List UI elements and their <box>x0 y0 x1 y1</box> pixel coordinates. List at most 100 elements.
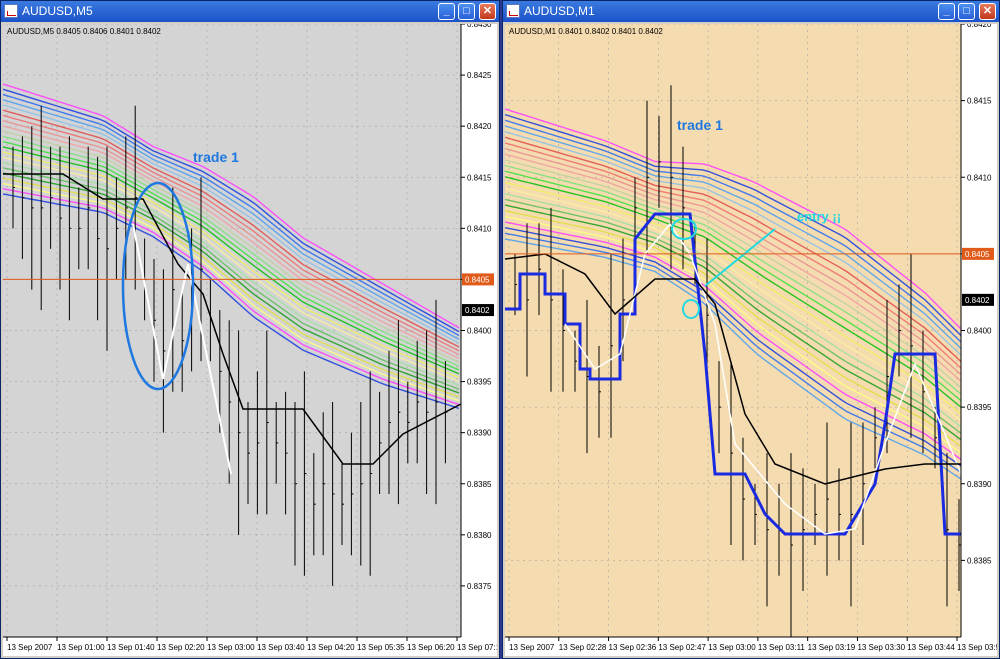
y-tick-label: 0.8420 <box>967 24 992 29</box>
ma-ribbon-line <box>505 113 962 337</box>
chart-window-m1[interactable]: AUDUSD,M1 _ □ ✕ 0.8420 0.8415 0.8410 0.8405… <box>502 0 1000 659</box>
ma-ribbon-line <box>3 83 460 329</box>
entry-annotation: entry ¡¡ <box>797 209 841 224</box>
ma-ribbon-line <box>505 198 962 434</box>
bid-tag-label: 0.8402 <box>465 306 490 315</box>
chart-app-icon <box>4 4 18 18</box>
x-tick-label: 13 Sep 02:28 <box>559 643 607 652</box>
x-tick-label: 13 Sep 03:30 <box>857 643 905 652</box>
x-tick-label: 13 Sep 2007 <box>509 643 555 652</box>
x-tick-label: 13 Sep 01:00 <box>57 643 105 652</box>
ma-ribbon-line <box>3 119 460 356</box>
y-tick-label: 0.8425 <box>467 71 492 80</box>
ma-ribbon-line <box>505 153 962 382</box>
x-tick-label: 13 Sep 07:1 <box>457 643 497 652</box>
trade-ellipse <box>121 181 195 391</box>
title-bar[interactable]: AUDUSD,M1 _ □ ✕ <box>503 1 999 22</box>
x-tick-label: 13 Sep 03:11 <box>758 643 806 652</box>
level-tag <box>962 247 994 260</box>
symbol-header: AUDUSD,M1 0.8401 0.8402 0.8401 0.8402 <box>509 27 663 36</box>
price-chart[interactable]: 0.8430 0.8425 0.8420 0.8415 0.8410 0.8405 0.84… <box>3 24 497 656</box>
x-tick-label: 13 Sep 03:5 <box>957 643 997 652</box>
minimize-button[interactable]: _ <box>438 3 455 20</box>
ma-ribbon-line <box>3 114 460 352</box>
ma-ribbon-line <box>505 176 962 408</box>
bid-tag <box>962 293 994 306</box>
y-tick-label: 0.8430 <box>467 24 492 29</box>
price-chart[interactable]: 0.8420 0.8415 0.8410 0.8405 0.8400 0.8395 0.83… <box>505 24 997 656</box>
x-tick-label: 13 Sep 03:44 <box>907 643 955 652</box>
x-tick-label: 13 Sep 06:20 <box>407 643 455 652</box>
ma-ribbon-line <box>3 135 460 367</box>
ma-ribbon-line <box>505 170 962 402</box>
ma-ribbon-line <box>505 210 962 447</box>
maximize-button[interactable]: □ <box>458 3 475 20</box>
ma-ribbon-line <box>3 104 460 344</box>
white-arrow-line <box>162 263 189 380</box>
blue-step-line <box>505 212 961 536</box>
x-tick-label: 13 Sep 01:40 <box>107 643 155 652</box>
y-tick-label: 0.8390 <box>467 429 492 438</box>
close-button[interactable]: ✕ <box>479 3 496 20</box>
level-tag-label: 0.8405 <box>465 275 490 284</box>
title-bar[interactable]: AUDUSD,M5 _ □ ✕ <box>1 1 499 22</box>
window-title: AUDUSD,M5 <box>22 4 93 18</box>
bid-tag <box>462 304 494 317</box>
ma-ribbon-line <box>3 140 460 371</box>
y-tick-label: 0.8385 <box>467 480 492 489</box>
ma-ribbon-line <box>505 159 962 389</box>
ma-ribbon-line <box>505 238 962 480</box>
level-tag <box>462 273 494 286</box>
maximize-button[interactable]: □ <box>958 3 975 20</box>
x-tick-label: 13 Sep 02:36 <box>609 643 657 652</box>
black-ma-line <box>3 173 462 465</box>
y-tick-label: 0.8385 <box>967 556 992 565</box>
y-tick-label: 0.8390 <box>967 480 992 489</box>
ma-ribbon-line <box>3 156 460 383</box>
chart-window-m5[interactable]: AUDUSD,M5 _ □ ✕ 0.8430 0.8425 0.8420 0.8415… <box>0 0 500 659</box>
entry-circle-top <box>671 218 697 240</box>
level-tag-label: 0.8405 <box>965 250 990 259</box>
window-title: AUDUSD,M1 <box>524 4 595 18</box>
ma-ribbon-line <box>505 164 962 395</box>
ma-ribbon-line <box>505 215 962 454</box>
ma-ribbon-line <box>505 142 962 369</box>
chart-area[interactable]: 0.8430 0.8425 0.8420 0.8415 0.8410 0.8405 0.84… <box>3 24 497 656</box>
y-tick-label: 0.8400 <box>967 327 992 336</box>
x-tick-label: 13 Sep 03:00 <box>207 643 255 652</box>
ma-ribbon-line <box>3 146 460 375</box>
x-tick-label: 13 Sep 05:35 <box>357 643 405 652</box>
y-tick-label: 0.8415 <box>467 173 492 182</box>
x-tick-label: 13 Sep 04:20 <box>307 643 355 652</box>
white-line <box>564 222 962 535</box>
ma-ribbon-line <box>3 161 460 387</box>
ma-ribbon-line <box>3 151 460 379</box>
y-tick-label: 0.8400 <box>467 327 492 336</box>
ma-ribbon-line <box>505 193 962 428</box>
y-tick-label: 0.8380 <box>467 531 492 540</box>
ma-ribbon-line <box>3 93 460 337</box>
ma-ribbon-line <box>3 130 460 363</box>
ma-ribbon-line <box>505 125 962 350</box>
y-tick-label: 0.8410 <box>467 224 492 233</box>
y-tick-label: 0.8420 <box>467 122 492 131</box>
black-ma-line <box>505 253 961 485</box>
ma-ribbon-line <box>3 125 460 360</box>
trade-annotation: trade 1 <box>193 149 239 165</box>
ma-ribbon-line <box>505 204 962 441</box>
x-tick-label: 13 Sep 02:47 <box>658 643 706 652</box>
close-button[interactable]: ✕ <box>979 3 996 20</box>
chart-area[interactable]: 0.8420 0.8415 0.8410 0.8405 0.8400 0.8395 0.83… <box>505 24 997 656</box>
x-tick-label: 13 Sep 03:00 <box>708 643 756 652</box>
ma-ribbon-line <box>3 99 460 340</box>
trade-annotation: trade 1 <box>677 117 723 133</box>
ma-ribbon-line <box>505 136 962 363</box>
ma-ribbon-line <box>3 109 460 348</box>
minimize-button[interactable]: _ <box>938 3 955 20</box>
ma-ribbon-line <box>505 187 962 421</box>
ma-ribbon-line <box>505 147 962 376</box>
x-tick-label: 13 Sep 02:20 <box>157 643 205 652</box>
entry-pointer-line <box>704 228 776 287</box>
x-tick-label: 13 Sep 03:19 <box>808 643 856 652</box>
y-tick-label: 0.8395 <box>967 403 992 412</box>
